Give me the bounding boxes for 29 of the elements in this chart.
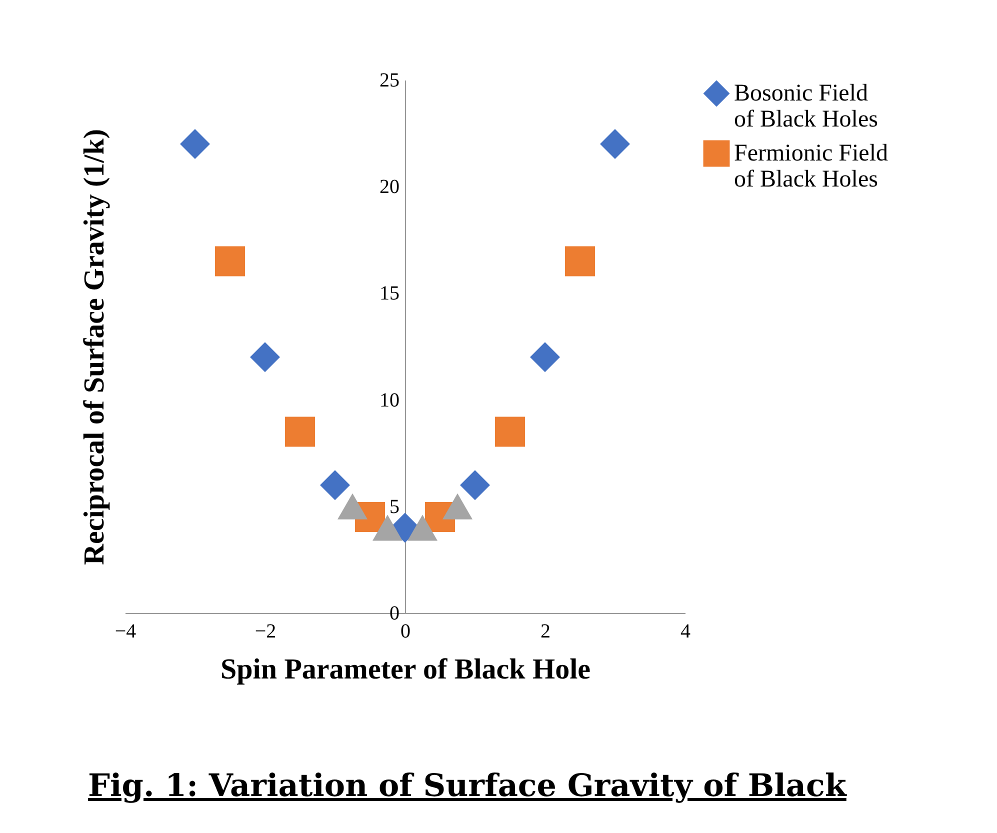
- y-tick-label: 20: [380, 176, 400, 198]
- point: [250, 342, 280, 372]
- x-axis-title: Spin Parameter of Black Hole: [220, 654, 591, 686]
- point: [320, 470, 350, 500]
- legend-label: Bosonic Field of Black Holes: [734, 80, 878, 132]
- y-tick-label: 10: [380, 389, 400, 412]
- y-tick-label: 5: [390, 496, 400, 518]
- point: [408, 514, 438, 541]
- point: [530, 342, 560, 372]
- point: [565, 246, 595, 276]
- x-tick-label: −4: [114, 620, 136, 642]
- point: [600, 128, 630, 159]
- point: [338, 493, 368, 520]
- y-tick-label: 0: [390, 602, 400, 624]
- y-tick-label: 25: [380, 70, 400, 92]
- point: [285, 416, 315, 447]
- x-tick-label: −2: [254, 620, 276, 642]
- text: Fig. 1: Variation of Surface Gravity of Black: [88, 768, 846, 804]
- x-tick-label: 2: [540, 620, 550, 642]
- y-axis-title: Reciprocal of Surface Gravity (1/k): [78, 129, 110, 565]
- y-tick-label: 15: [380, 282, 400, 305]
- point: [215, 246, 245, 276]
- point: [495, 416, 525, 447]
- point: [180, 128, 210, 159]
- point: [372, 514, 402, 541]
- point: [442, 493, 472, 520]
- x-tick-label: 4: [680, 620, 690, 642]
- point: [460, 470, 490, 500]
- legend-label: Fermionic Field of Black Holes: [734, 140, 888, 192]
